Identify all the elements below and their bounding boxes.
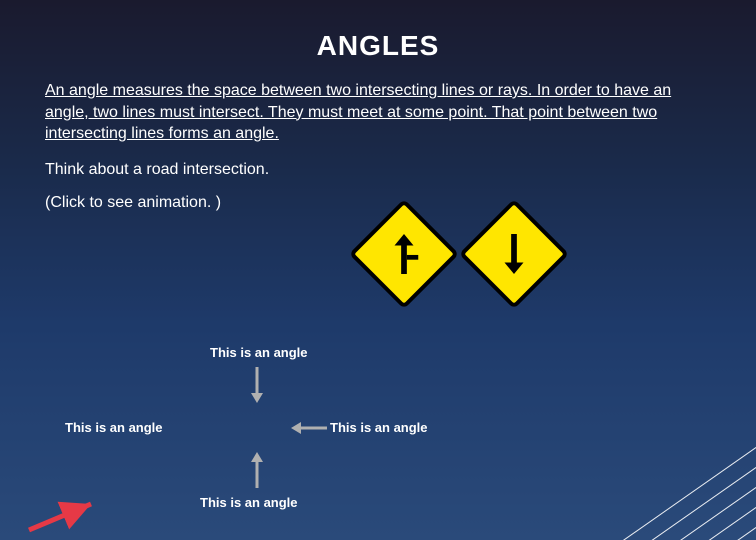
paragraph-definition: An angle measures the space between two … — [45, 80, 711, 145]
pointer-arrow-left-icon — [289, 419, 329, 437]
accent-lines — [536, 320, 756, 540]
paragraph-click-hint[interactable]: (Click to see animation. ) — [45, 192, 711, 214]
slide-title: ANGLES — [0, 0, 756, 62]
angle-label-left: This is an angle — [65, 420, 163, 435]
red-arrow-icon — [25, 498, 105, 534]
pointer-arrow-up-icon — [248, 450, 266, 490]
down-arrow-icon — [495, 230, 533, 278]
angle-label-bottom: This is an angle — [200, 495, 298, 510]
slide-body: An angle measures the space between two … — [0, 62, 756, 214]
angle-label-top: This is an angle — [210, 345, 308, 360]
road-sign-down — [459, 199, 569, 309]
angle-label-right: This is an angle — [330, 420, 428, 435]
pointer-arrow-down-icon — [248, 365, 266, 405]
road-sign-merge — [349, 199, 459, 309]
paragraph-intersection: Think about a road intersection. — [45, 159, 711, 181]
merge-arrow-icon — [385, 230, 423, 278]
